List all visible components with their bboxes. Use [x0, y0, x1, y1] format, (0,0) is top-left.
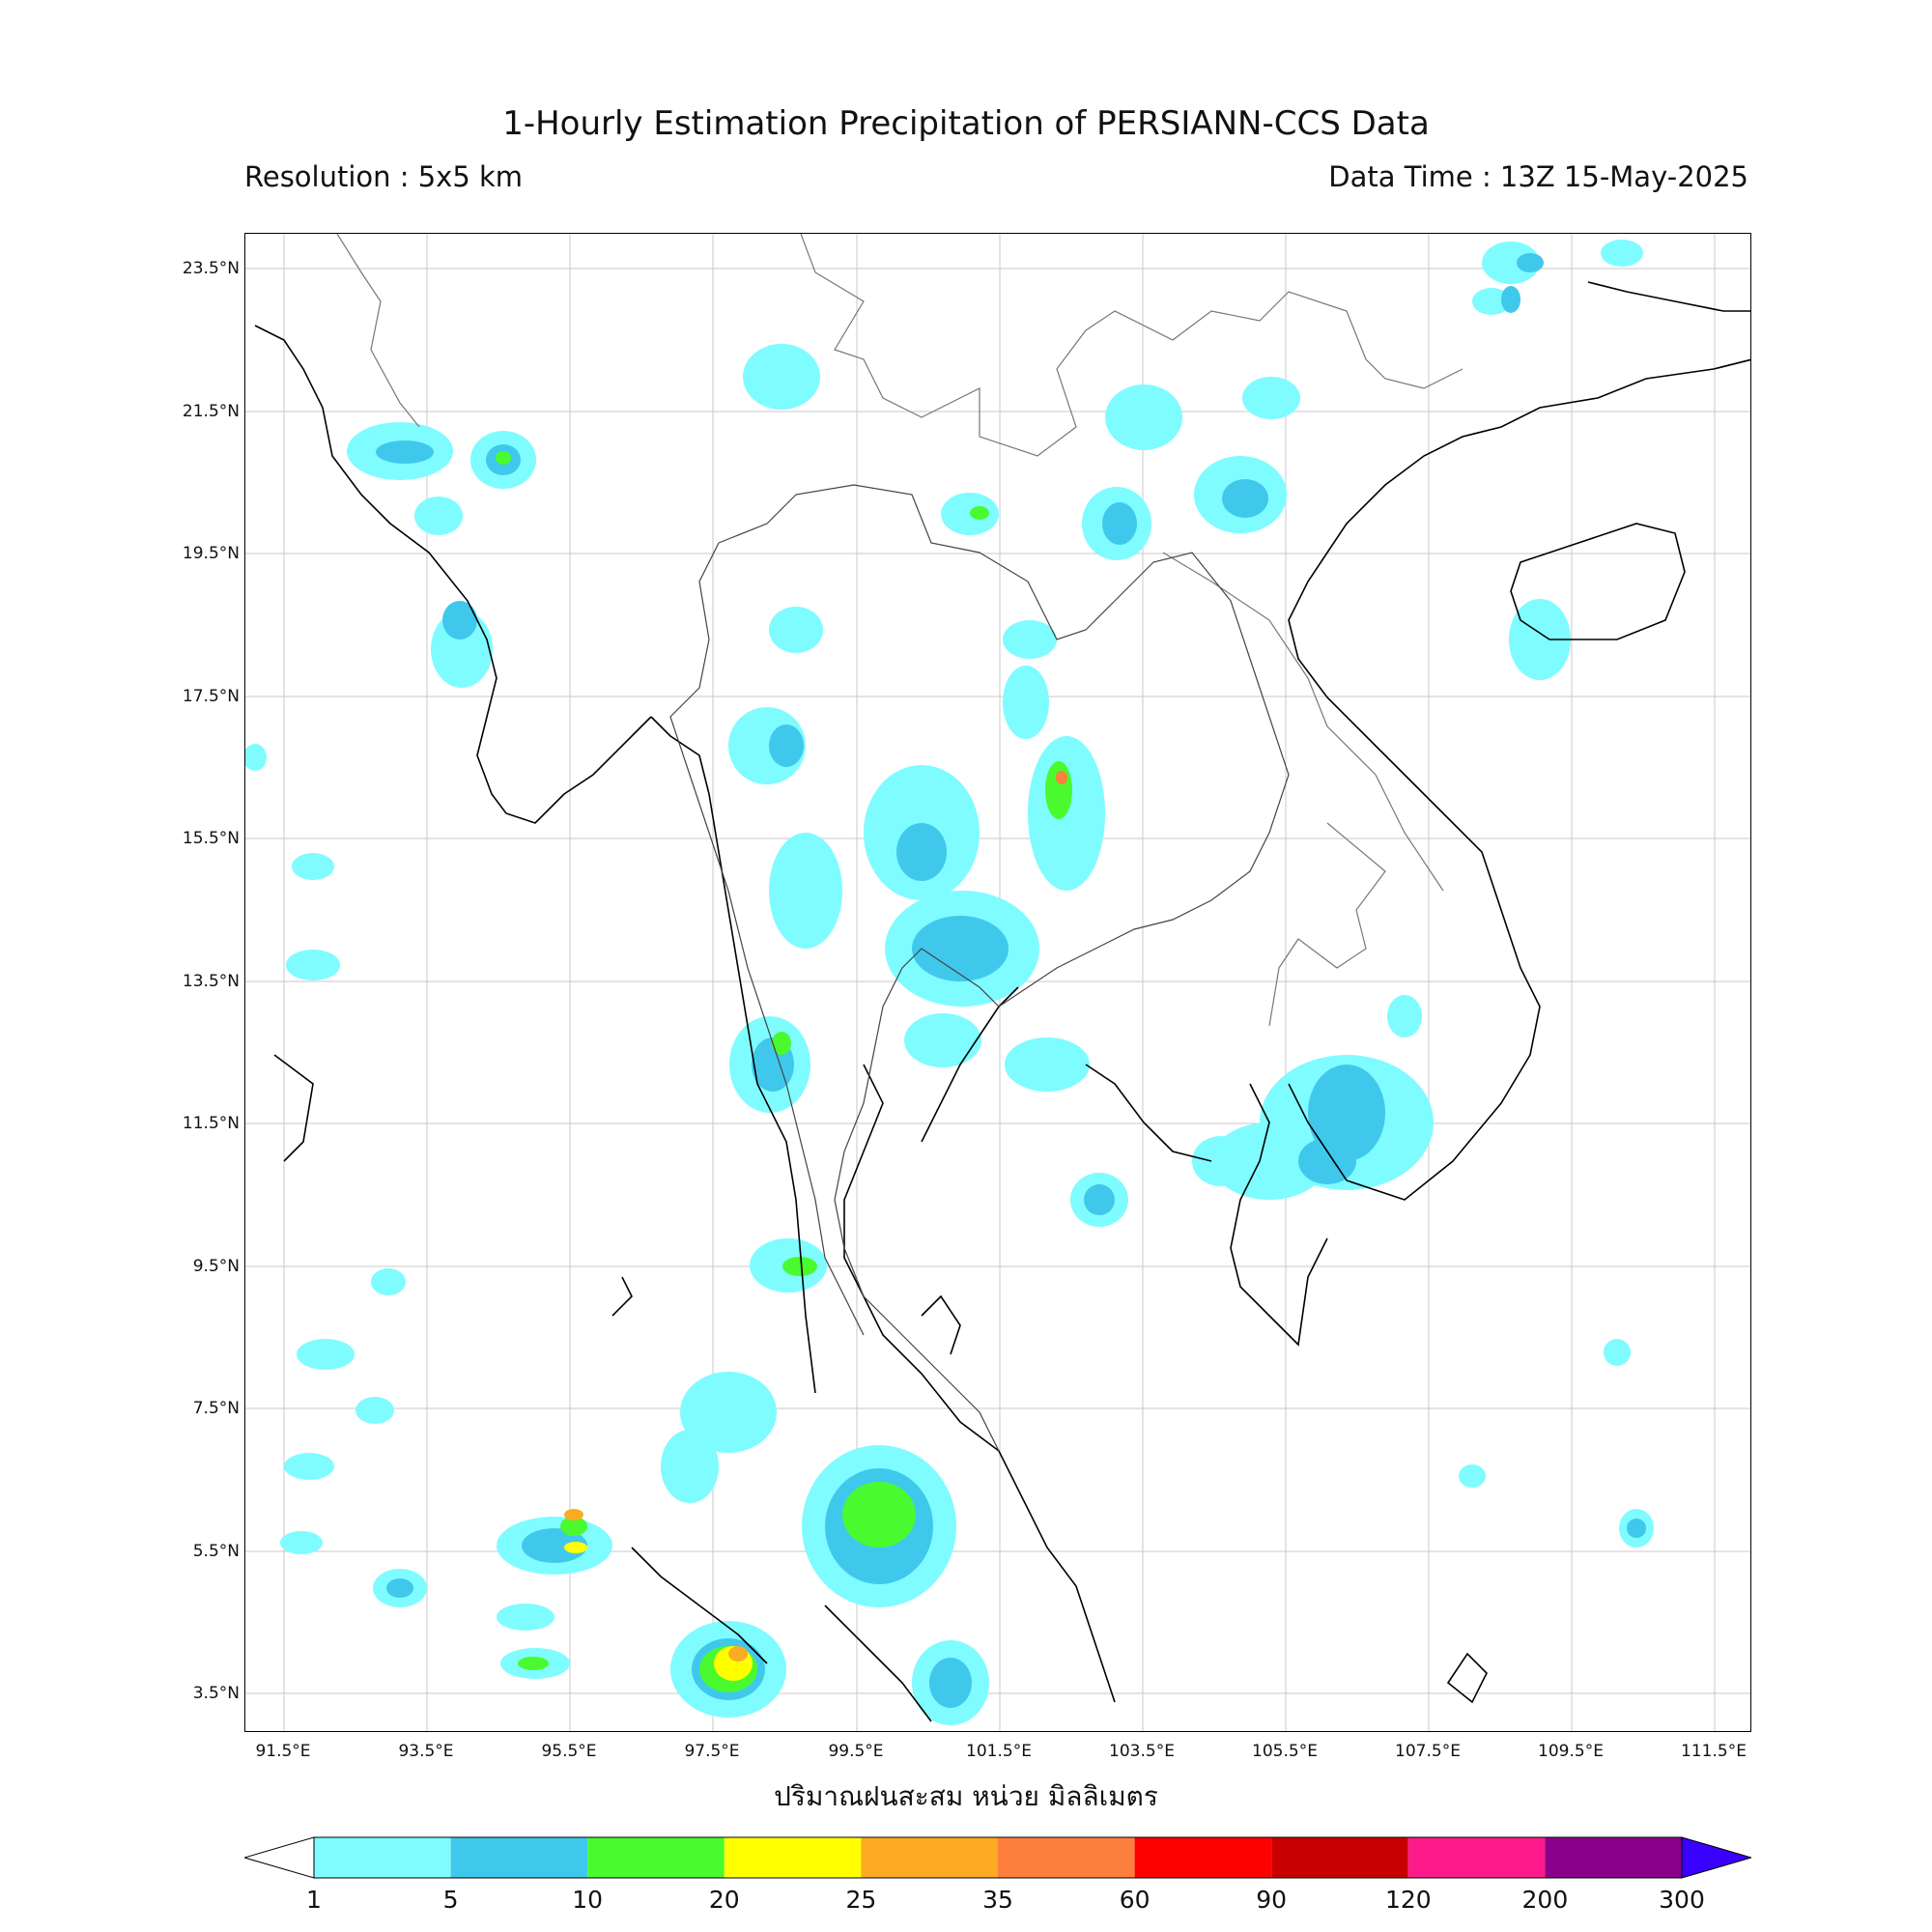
colorbar-tick-label: 35 [982, 1886, 1013, 1914]
colorbar-tick-label: 300 [1659, 1886, 1705, 1914]
lat-tick-label: 17.5°N [182, 687, 240, 706]
colorbar-cell [1545, 1837, 1682, 1878]
precipitation-map [244, 233, 1751, 1732]
colorbar-tick-label: 25 [845, 1886, 877, 1914]
lon-tick-label: 95.5°E [541, 1742, 597, 1761]
lat-tick-label: 5.5°N [192, 1542, 240, 1561]
lat-tick-label: 19.5°N [182, 544, 240, 563]
colorbar-tick-label: 5 [442, 1886, 459, 1914]
lat-tick-label: 7.5°N [192, 1399, 240, 1418]
colorbar-tick-label: 10 [572, 1886, 604, 1914]
colorbar-outline [313, 1836, 1683, 1879]
rainfall-unit-label: ปริมาณฝนสะสม หน่วย มิลลิเมตร [774, 1780, 1158, 1812]
lon-tick-label: 103.5°E [1109, 1742, 1175, 1761]
rain-1-5mm [245, 240, 1654, 1725]
colorbar-tick-label: 120 [1384, 1886, 1432, 1914]
colorbar-max-arrow [1681, 1836, 1751, 1879]
colorbar-min-arrow [244, 1836, 315, 1879]
lon-tick-label: 101.5°E [966, 1742, 1032, 1761]
data-time-label: Data Time : 13Z 15-May-2025 [1328, 160, 1748, 193]
colorbar-cell [724, 1837, 862, 1878]
lat-tick-label: 15.5°N [182, 829, 240, 848]
lon-tick-label: 93.5°E [398, 1742, 454, 1761]
rain-20-35mm [564, 771, 1067, 1681]
lon-tick-label: 91.5°E [255, 1742, 311, 1761]
colorbar-tick-label: 20 [708, 1886, 740, 1914]
map-title: 1-Hourly Estimation Precipitation of PER… [502, 104, 1430, 143]
colorbar-cell [1271, 1837, 1408, 1878]
colorbar-cell [314, 1837, 451, 1878]
colorbar-tick-label: 90 [1256, 1886, 1288, 1914]
lat-tick-label: 3.5°N [192, 1684, 240, 1703]
country-borders [336, 234, 1463, 1027]
lat-tick-label: 13.5°N [182, 972, 240, 991]
colorbar-tick-label: 60 [1119, 1886, 1151, 1914]
grid [245, 234, 1750, 1731]
colorbar-tick-label: 200 [1521, 1886, 1569, 1914]
colorbar-cells [314, 1837, 1682, 1878]
lon-tick-label: 97.5°E [684, 1742, 740, 1761]
lat-tick-label: 21.5°N [182, 402, 240, 421]
resolution-label: Resolution : 5x5 km [244, 160, 524, 193]
colorbar-cell [587, 1837, 724, 1878]
colorbar-cell [450, 1837, 588, 1878]
colorbar-tick-label: 1 [306, 1886, 322, 1914]
lon-tick-label: 109.5°E [1538, 1742, 1604, 1761]
colorbar [244, 1836, 1751, 1879]
lon-tick-label: 111.5°E [1681, 1742, 1747, 1761]
lon-tick-label: 99.5°E [828, 1742, 884, 1761]
colorbar-cell [998, 1837, 1135, 1878]
thailand-border [669, 484, 1290, 1452]
map-canvas [245, 234, 1750, 1731]
lat-tick-label: 9.5°N [192, 1257, 240, 1276]
coastlines [254, 281, 1750, 1722]
colorbar-cell [1134, 1837, 1272, 1878]
lon-tick-label: 105.5°E [1252, 1742, 1318, 1761]
lat-tick-label: 23.5°N [182, 259, 240, 278]
colorbar-cell [1407, 1837, 1546, 1878]
lat-tick-label: 11.5°N [182, 1114, 240, 1133]
lon-tick-label: 107.5°E [1395, 1742, 1461, 1761]
colorbar-cell [861, 1837, 998, 1878]
